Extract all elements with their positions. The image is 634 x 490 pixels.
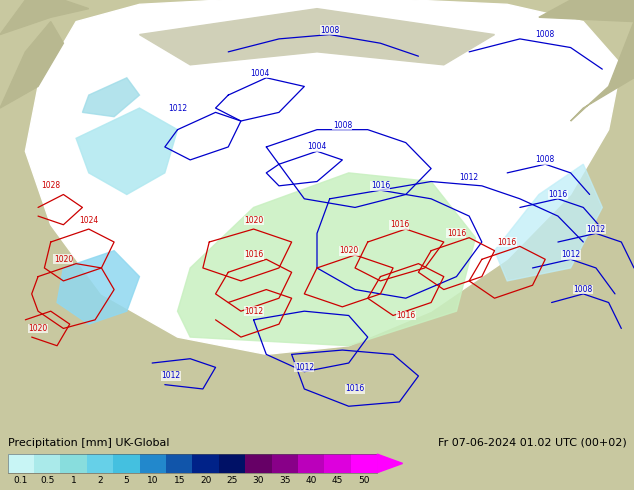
Text: 1008: 1008 — [333, 121, 352, 130]
Bar — [271, 454, 298, 473]
Text: 1016: 1016 — [244, 250, 263, 260]
Text: 1012: 1012 — [460, 172, 479, 182]
Text: 45: 45 — [332, 476, 344, 485]
Text: 1012: 1012 — [561, 250, 580, 260]
Text: 1004: 1004 — [307, 143, 327, 151]
Polygon shape — [25, 0, 621, 354]
Text: 0.1: 0.1 — [13, 476, 28, 485]
Bar — [60, 454, 87, 473]
Bar — [8, 454, 377, 473]
Polygon shape — [495, 164, 602, 281]
Polygon shape — [57, 251, 139, 324]
Bar — [245, 454, 271, 473]
Text: 1024: 1024 — [79, 216, 98, 225]
Text: 1020: 1020 — [54, 255, 73, 264]
Text: 1012: 1012 — [162, 371, 181, 381]
Text: 1004: 1004 — [250, 69, 269, 78]
Polygon shape — [377, 454, 403, 473]
Text: 40: 40 — [306, 476, 317, 485]
Polygon shape — [82, 78, 139, 117]
Bar — [139, 454, 166, 473]
Text: 1: 1 — [71, 476, 77, 485]
Text: 1012: 1012 — [168, 103, 187, 113]
Text: 1016: 1016 — [498, 238, 517, 246]
Text: 5: 5 — [124, 476, 129, 485]
Text: 0.5: 0.5 — [40, 476, 55, 485]
Bar — [219, 454, 245, 473]
Text: 1012: 1012 — [295, 363, 314, 372]
Text: 50: 50 — [358, 476, 370, 485]
Text: 15: 15 — [174, 476, 185, 485]
Bar — [87, 454, 113, 473]
Bar — [34, 454, 60, 473]
Text: 1008: 1008 — [574, 285, 593, 294]
Polygon shape — [0, 22, 63, 108]
Text: 1012: 1012 — [586, 224, 605, 234]
Polygon shape — [539, 0, 634, 22]
Bar — [192, 454, 219, 473]
Text: 1016: 1016 — [371, 181, 390, 190]
Text: 1020: 1020 — [244, 216, 263, 225]
Text: 35: 35 — [279, 476, 290, 485]
Polygon shape — [76, 108, 178, 195]
Text: 25: 25 — [226, 476, 238, 485]
Bar — [325, 454, 351, 473]
Text: 1008: 1008 — [536, 30, 555, 39]
Bar — [298, 454, 325, 473]
Text: 30: 30 — [253, 476, 264, 485]
Text: 1008: 1008 — [320, 26, 339, 35]
Text: 20: 20 — [200, 476, 211, 485]
Polygon shape — [139, 9, 495, 65]
Text: 1012: 1012 — [244, 307, 263, 316]
Text: 1016: 1016 — [390, 220, 409, 229]
Polygon shape — [178, 173, 476, 346]
Bar — [8, 454, 34, 473]
Text: 1020: 1020 — [339, 246, 358, 255]
Text: 1008: 1008 — [536, 155, 555, 165]
Text: Precipitation [mm] UK-Global: Precipitation [mm] UK-Global — [8, 438, 169, 448]
Text: 1016: 1016 — [396, 311, 415, 320]
Text: Fr 07-06-2024 01.02 UTC (00+02): Fr 07-06-2024 01.02 UTC (00+02) — [437, 438, 626, 448]
Bar — [166, 454, 192, 473]
Bar — [113, 454, 139, 473]
Text: 1016: 1016 — [447, 229, 466, 238]
Bar — [351, 454, 377, 473]
Text: 1016: 1016 — [346, 385, 365, 393]
Text: 1016: 1016 — [548, 190, 567, 199]
Text: 1020: 1020 — [29, 324, 48, 333]
Text: 1028: 1028 — [41, 181, 60, 190]
Polygon shape — [0, 0, 89, 35]
Text: 2: 2 — [97, 476, 103, 485]
Polygon shape — [571, 22, 634, 121]
Text: 10: 10 — [147, 476, 158, 485]
